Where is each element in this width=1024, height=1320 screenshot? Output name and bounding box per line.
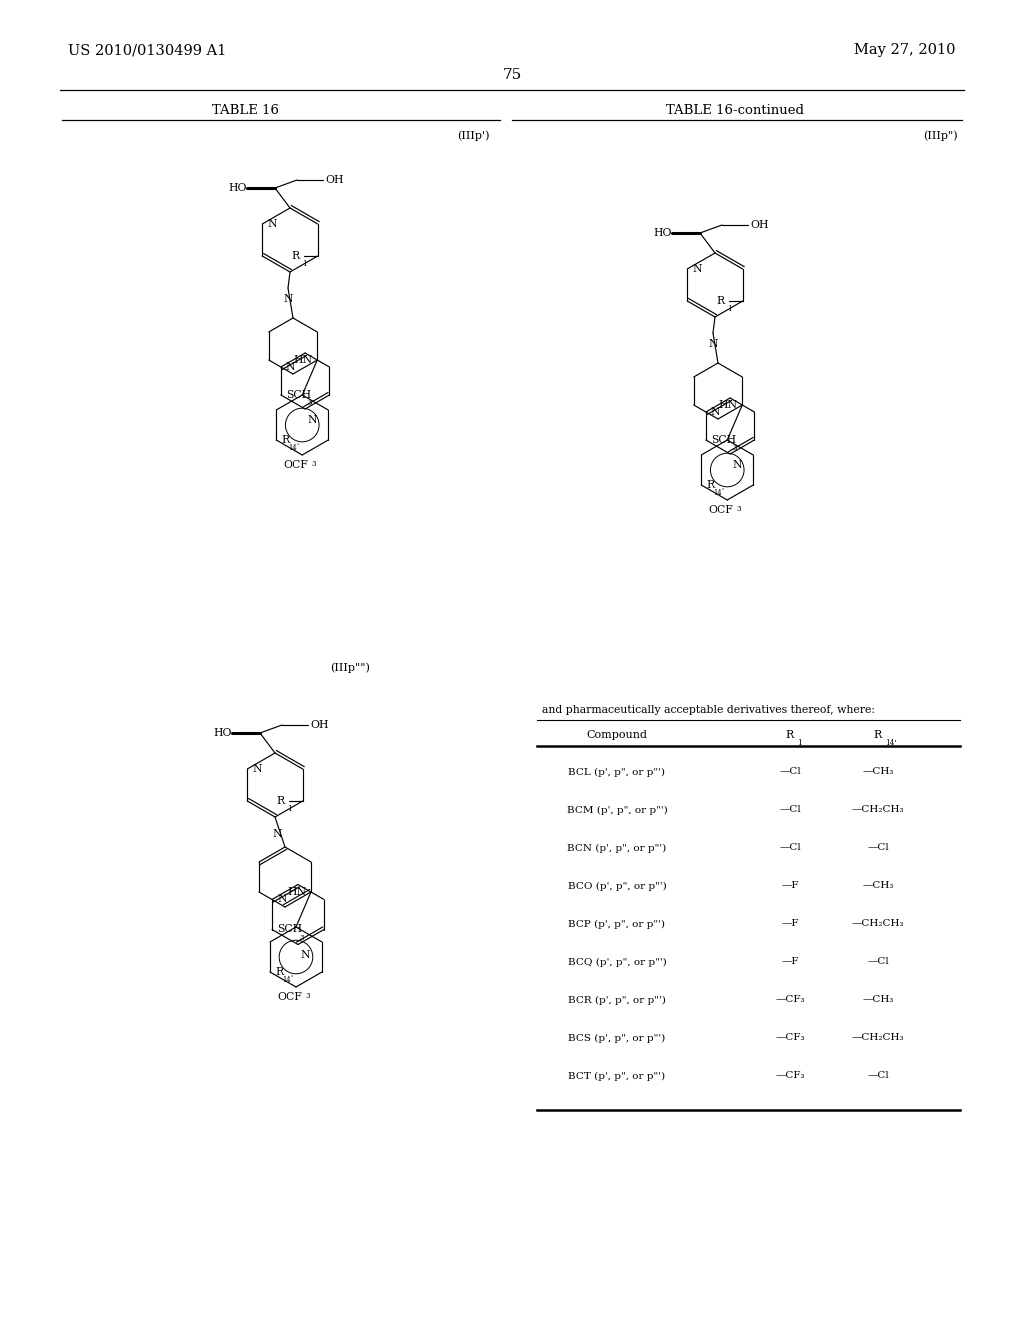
Text: —F: —F: [781, 920, 799, 928]
Text: —Cl: —Cl: [867, 957, 889, 966]
Text: —Cl: —Cl: [867, 843, 889, 853]
Text: BCT (p', p", or p"'): BCT (p', p", or p"'): [568, 1072, 666, 1081]
Text: SCH: SCH: [286, 389, 311, 400]
Text: BCP (p', p", or p"'): BCP (p', p", or p"'): [568, 920, 666, 928]
Text: R: R: [707, 480, 715, 490]
Text: OCF: OCF: [278, 993, 302, 1002]
Text: 75: 75: [503, 69, 521, 82]
Text: BCN (p', p", or p"'): BCN (p', p", or p"'): [567, 843, 667, 853]
Text: BCS (p', p", or p"'): BCS (p', p", or p"'): [568, 1034, 666, 1043]
Text: —CF₃: —CF₃: [775, 1034, 805, 1043]
Text: N: N: [307, 414, 316, 425]
Text: HN: HN: [287, 887, 306, 898]
Text: 3: 3: [736, 506, 740, 513]
Text: BCM (p', p", or p"'): BCM (p', p", or p"'): [566, 805, 668, 814]
Text: 14: 14: [282, 975, 291, 983]
Text: TABLE 16: TABLE 16: [212, 103, 279, 116]
Text: HO: HO: [228, 183, 247, 193]
Text: SCH: SCH: [711, 436, 736, 445]
Text: —CF₃: —CF₃: [775, 1072, 805, 1081]
Text: —CH₂CH₃: —CH₂CH₃: [852, 1034, 904, 1043]
Text: R: R: [276, 796, 285, 807]
Text: R: R: [275, 968, 283, 977]
Text: N: N: [267, 219, 276, 228]
Text: TABLE 16-continued: TABLE 16-continued: [666, 103, 804, 116]
Text: and pharmaceutically acceptable derivatives thereof, where:: and pharmaceutically acceptable derivati…: [542, 705, 874, 715]
Text: (IIIp"): (IIIp"): [924, 131, 958, 141]
Text: 1: 1: [287, 805, 292, 813]
Text: N: N: [272, 829, 282, 840]
Text: N: N: [692, 264, 701, 275]
Text: 14: 14: [714, 488, 722, 498]
Text: R: R: [873, 730, 882, 741]
Text: —CH₃: —CH₃: [862, 995, 894, 1005]
Text: 14: 14: [289, 444, 297, 451]
Text: OH: OH: [325, 176, 343, 185]
Text: R: R: [292, 251, 300, 261]
Text: HN: HN: [293, 355, 312, 366]
Text: OH: OH: [310, 719, 329, 730]
Text: (IIIp""): (IIIp""): [330, 663, 370, 673]
Text: N: N: [286, 362, 295, 372]
Text: 3: 3: [733, 444, 737, 451]
Text: 14': 14': [885, 739, 896, 747]
Text: R: R: [785, 730, 795, 741]
Text: N: N: [711, 407, 720, 417]
Text: 1: 1: [797, 739, 802, 747]
Text: ': ': [721, 487, 723, 495]
Text: —F: —F: [781, 882, 799, 891]
Text: 3: 3: [299, 933, 303, 941]
Text: N: N: [732, 459, 741, 470]
Text: 1: 1: [727, 305, 731, 313]
Text: R: R: [282, 436, 290, 445]
Text: ': ': [296, 442, 298, 450]
Text: 3: 3: [308, 399, 312, 407]
Text: 3: 3: [305, 993, 309, 1001]
Text: HO: HO: [653, 228, 672, 238]
Text: —F: —F: [781, 957, 799, 966]
Text: N: N: [284, 294, 293, 304]
Text: BCL (p', p", or p"'): BCL (p', p", or p"'): [568, 767, 666, 776]
Text: ': ': [290, 974, 292, 982]
Text: 1: 1: [302, 260, 306, 268]
Text: N: N: [300, 950, 309, 961]
Text: —Cl: —Cl: [867, 1072, 889, 1081]
Text: SCH: SCH: [278, 924, 302, 935]
Text: —Cl: —Cl: [779, 805, 801, 814]
Text: OCF: OCF: [709, 506, 733, 515]
Text: —CH₂CH₃: —CH₂CH₃: [852, 920, 904, 928]
Text: R: R: [717, 296, 725, 306]
Text: N: N: [709, 339, 718, 348]
Text: BCQ (p', p", or p"'): BCQ (p', p", or p"'): [567, 957, 667, 966]
Text: BCO (p', p", or p"'): BCO (p', p", or p"'): [567, 882, 667, 891]
Text: —CF₃: —CF₃: [775, 995, 805, 1005]
Text: HO: HO: [213, 729, 232, 738]
Text: OCF: OCF: [284, 459, 308, 470]
Text: —Cl: —Cl: [779, 767, 801, 776]
Text: OH: OH: [750, 220, 768, 230]
Text: May 27, 2010: May 27, 2010: [854, 44, 956, 57]
Text: BCR (p', p", or p"'): BCR (p', p", or p"'): [568, 995, 666, 1005]
Text: HN: HN: [718, 400, 737, 411]
Text: 3: 3: [311, 459, 315, 469]
Text: (IIIp'): (IIIp'): [458, 131, 490, 141]
Text: US 2010/0130499 A1: US 2010/0130499 A1: [68, 44, 226, 57]
Text: —Cl: —Cl: [779, 843, 801, 853]
Text: N: N: [252, 764, 262, 774]
Text: N: N: [278, 895, 287, 904]
Text: —CH₂CH₃: —CH₂CH₃: [852, 805, 904, 814]
Text: Compound: Compound: [587, 730, 647, 741]
Text: —CH₃: —CH₃: [862, 882, 894, 891]
Text: —CH₃: —CH₃: [862, 767, 894, 776]
